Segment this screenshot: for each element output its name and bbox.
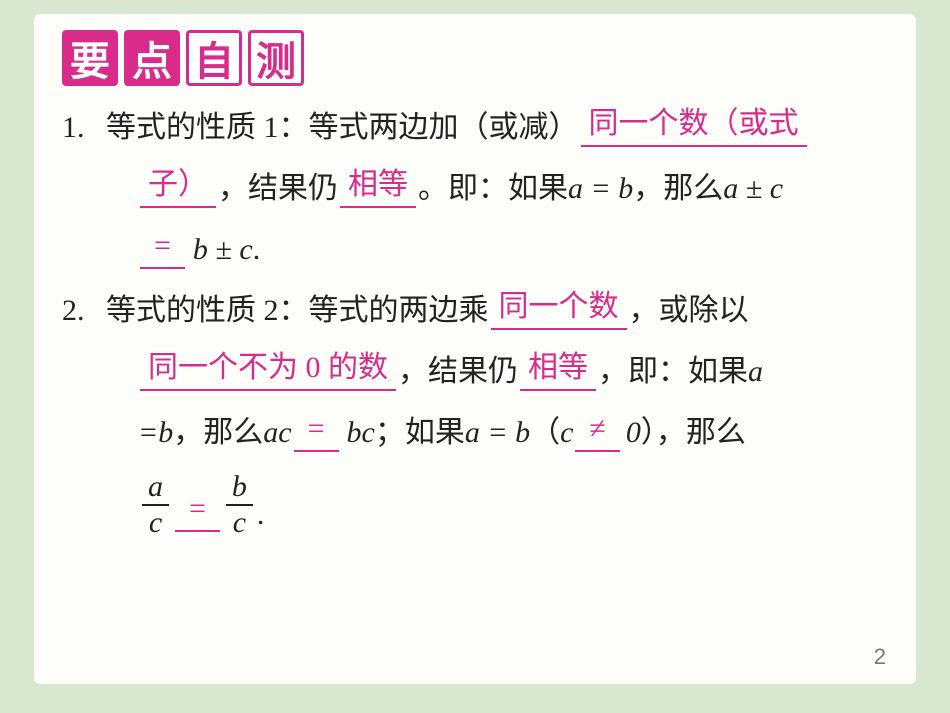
page-number: 2	[874, 644, 886, 670]
item1-blank2: 相等	[340, 165, 416, 208]
item1-text-c: 。即：如果	[418, 169, 568, 208]
item2-text-h: ），那么	[641, 413, 746, 452]
item2-eq4: a = b	[465, 413, 530, 452]
item2-line1: 2. 等式的性质 2：等式的两边乘 同一个数 ，或除以	[62, 287, 888, 330]
item2-eq1: a	[748, 352, 763, 391]
item2-blank3: 相等	[520, 348, 596, 391]
item1-eq1: a = b	[568, 169, 633, 208]
item1-line3: = b ± c .	[62, 226, 888, 269]
item1-text-e: .	[253, 230, 261, 269]
item1-eq3: b ± c	[193, 230, 253, 269]
item2-text-b: ，或除以	[629, 291, 749, 330]
item2-text-a: 等式的性质 2：等式的两边乘	[106, 291, 489, 330]
fraction-2-num: b	[226, 470, 253, 504]
item1-line2: 子） ，结果仍 相等 。即：如果 a = b ，那么 a ± c	[62, 165, 888, 208]
item2-line3: = b ，那么 ac = bc ；如果 a = b （ c ≠ 0 ），那么	[62, 409, 888, 452]
header-box-2: 点	[124, 30, 180, 86]
fraction-1-den: c	[143, 506, 168, 540]
fraction-1-num: a	[142, 470, 169, 504]
item2-eq5: c	[560, 413, 573, 452]
item1-text-b: ，结果仍	[218, 169, 338, 208]
item2-text-d: ，即：如果	[598, 352, 748, 391]
header-box-1: 要	[62, 30, 118, 86]
item2-eq2: ac	[263, 413, 291, 452]
item2-blank5: ≠	[575, 409, 619, 452]
item2-text-f: ；如果	[375, 413, 465, 452]
item2-eq1a: =	[138, 413, 158, 452]
item1-blank1b: 子）	[140, 165, 216, 208]
item1-text-a: 等式的性质 1：等式两边加（或减）	[106, 108, 579, 147]
item2-number: 2.	[62, 291, 106, 330]
item1-number: 1.	[62, 108, 106, 147]
item2-blank4: =	[294, 409, 339, 452]
item1-line1: 1. 等式的性质 1：等式两边加（或减） 同一个数（或式	[62, 104, 888, 147]
fraction-1: a c	[142, 470, 169, 540]
content: 1. 等式的性质 1：等式两边加（或减） 同一个数（或式 子） ，结果仍 相等 …	[62, 104, 888, 540]
item2-text-g: （	[530, 413, 560, 452]
item2-eq6: 0	[626, 413, 641, 452]
fraction-2: b c	[226, 470, 253, 540]
slide-card: 要 点 自 测 1. 等式的性质 1：等式两边加（或减） 同一个数（或式 子） …	[34, 14, 916, 684]
header: 要 点 自 测	[62, 30, 888, 86]
item2-eq1b: b	[158, 413, 173, 452]
item1-text-d: ，那么	[633, 169, 723, 208]
item2-blank6: =	[175, 489, 220, 532]
header-box-3: 自	[186, 30, 242, 86]
item2-eq3: bc	[347, 413, 375, 452]
item2-line4: a c = b c .	[62, 470, 888, 540]
fraction-2-den: c	[227, 506, 252, 540]
item2-text-c: ，结果仍	[398, 352, 518, 391]
item1-blank1: 同一个数（或式	[581, 104, 807, 147]
item1-eq2: a ± c	[723, 169, 783, 208]
item2-blank1: 同一个数	[491, 287, 627, 330]
item2-line2: 同一个不为 0 的数 ，结果仍 相等 ，即：如果 a	[62, 348, 888, 391]
item2-text-e2: ，那么	[173, 413, 263, 452]
header-box-4: 测	[248, 30, 304, 86]
item1-blank3: =	[140, 226, 185, 269]
item2-text-i: .	[257, 495, 265, 534]
item2-blank2: 同一个不为 0 的数	[140, 348, 396, 391]
